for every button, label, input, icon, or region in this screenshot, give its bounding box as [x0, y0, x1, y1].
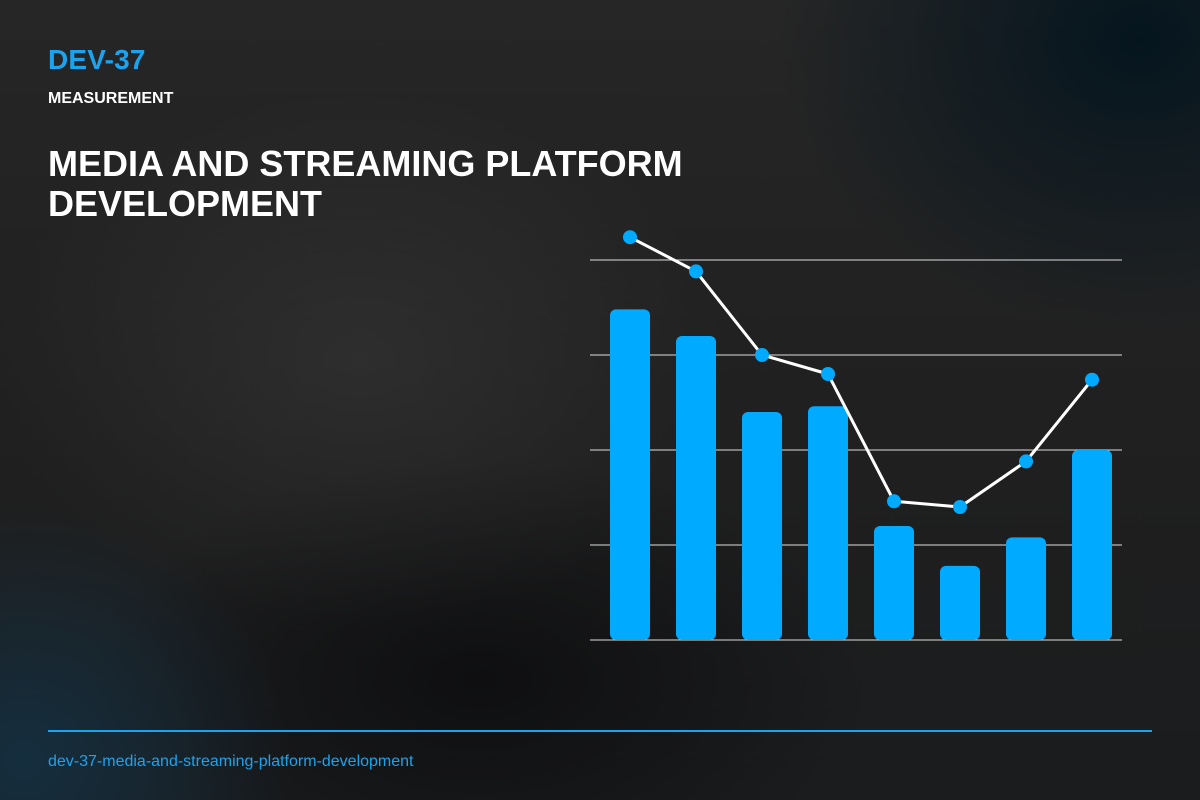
line-point-5: [887, 494, 901, 509]
bar-5: [874, 526, 914, 640]
line-point-4: [821, 367, 835, 381]
footer-slug: dev-37-media-and-streaming-platform-deve…: [48, 753, 414, 770]
footer-divider: [48, 730, 1152, 732]
bar-3: [742, 412, 782, 640]
slide-title: MEDIA AND STREAMING PLATFORM DEVELOPMENT: [48, 143, 683, 224]
bar-8: [1072, 450, 1112, 640]
line-series: [628, 235, 1094, 509]
line-point-3: [755, 348, 769, 362]
line-point-1: [623, 230, 637, 245]
bar-6: [940, 565, 980, 640]
line-point-2: [689, 264, 703, 279]
line-point-7: [1019, 454, 1033, 469]
bar-2: [676, 336, 716, 640]
slide-category: MEASUREMENT: [48, 90, 174, 107]
slide-code: DEV-37: [48, 44, 146, 75]
bar-4: [808, 406, 848, 640]
bar-1: [610, 309, 650, 640]
line-point-8: [1085, 372, 1099, 387]
line-point-6: [953, 500, 967, 514]
bar-7: [1006, 537, 1046, 640]
